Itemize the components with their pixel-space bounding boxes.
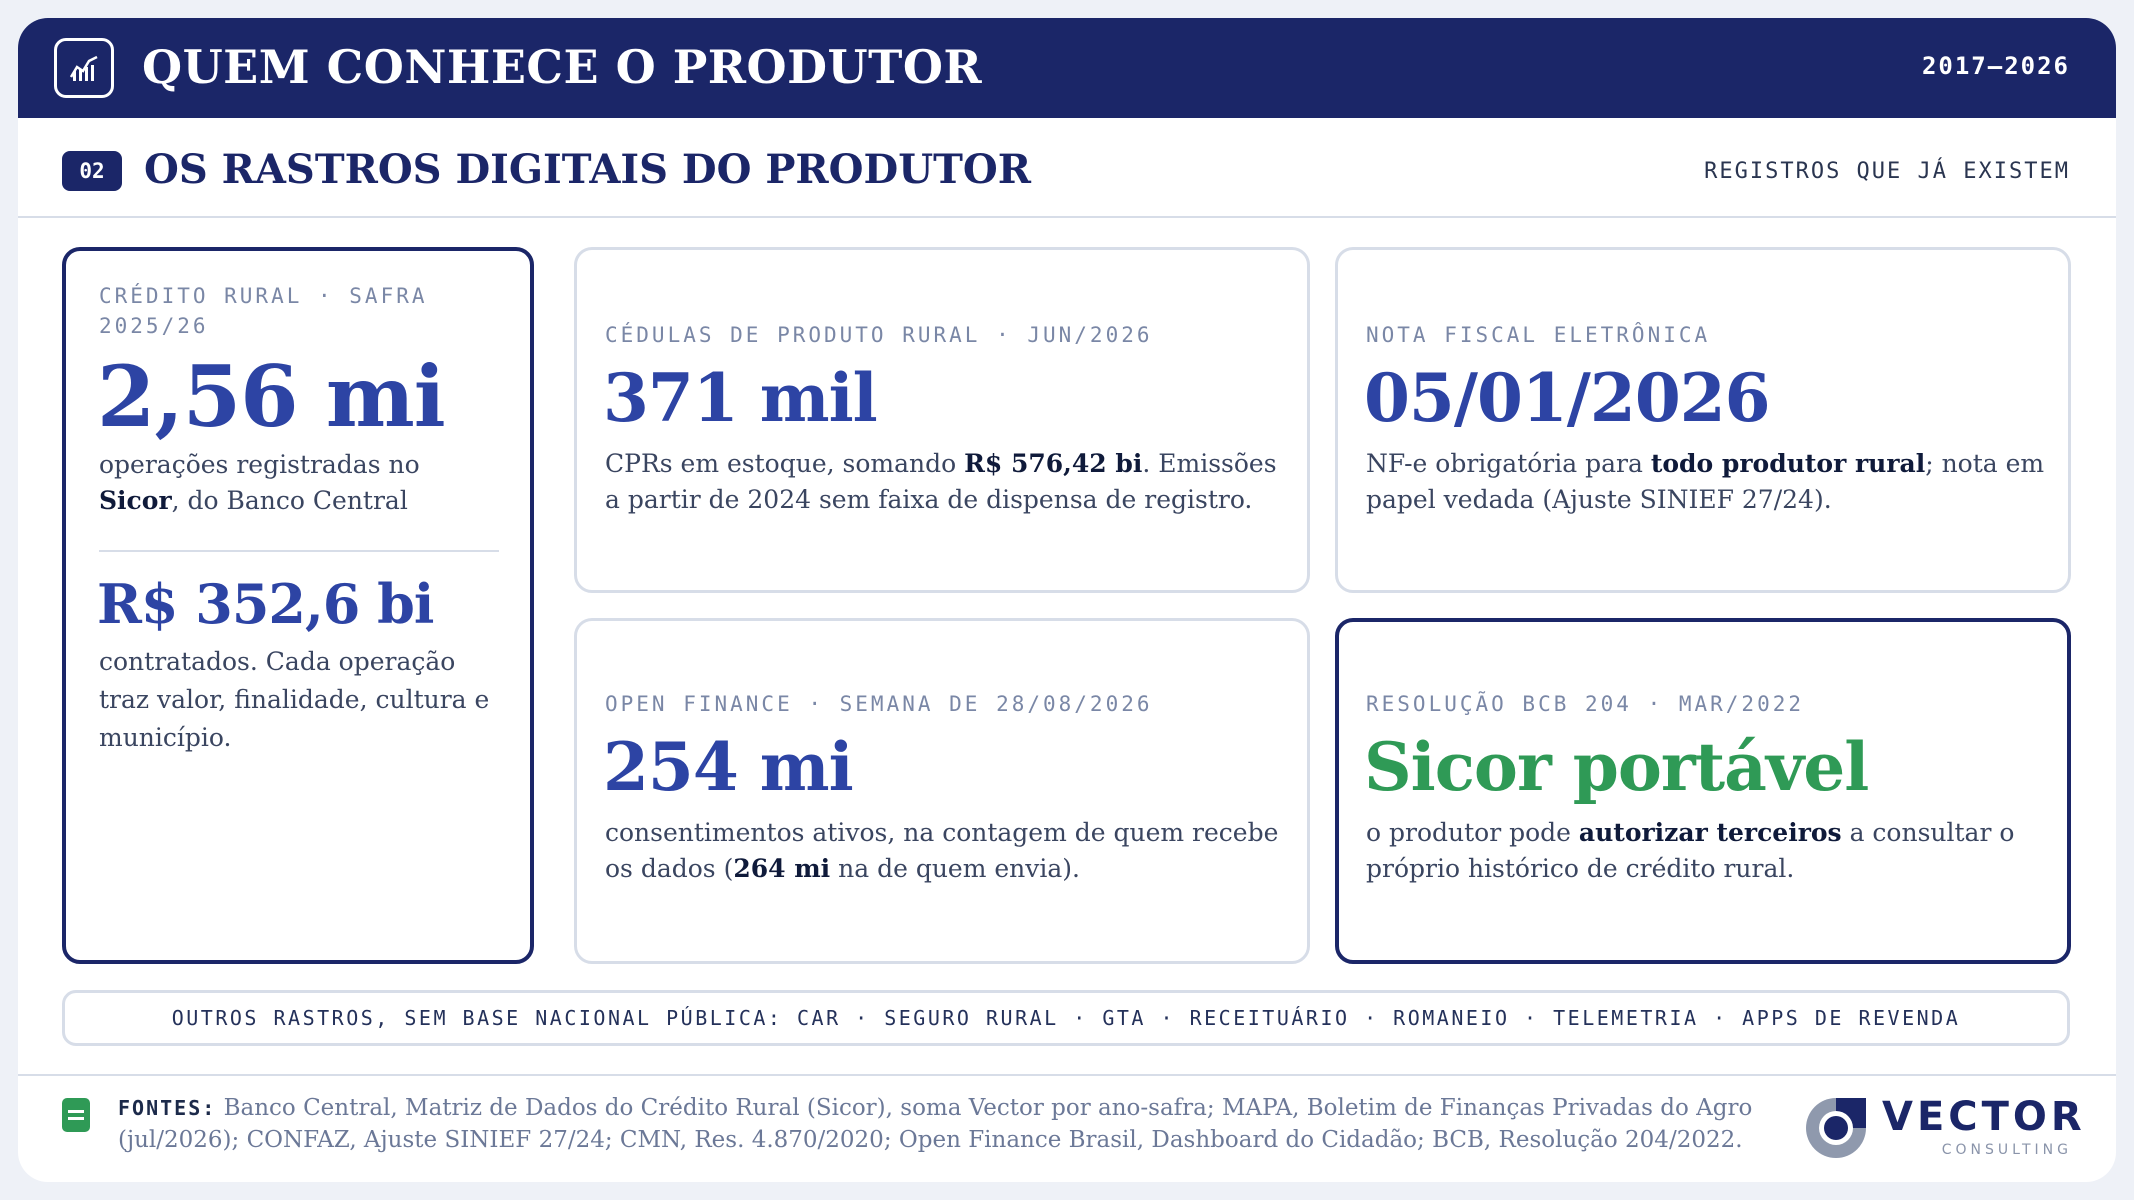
bar-chart-icon	[54, 38, 114, 98]
card-divider	[99, 550, 499, 552]
card-description: NF-e obrigatória para todo produtor rura…	[1366, 449, 2045, 514]
card-description-secondary: contratados. Cada operação traz valor, f…	[99, 647, 490, 752]
card-kicker: NOTA FISCAL ELETRÔNICA	[1366, 323, 1711, 347]
other-traces-strip: OUTROS RASTROS, SEM BASE NACIONAL PÚBLIC…	[62, 990, 2070, 1046]
card-kicker: 2025/26	[99, 314, 209, 338]
sources-text: Banco Central, Matriz de Dados do Crédit…	[118, 1095, 1753, 1153]
card-nfe: NOTA FISCAL ELETRÔNICA 05/01/2026 NF-e o…	[1335, 247, 2071, 593]
card-description: o produtor pode autorizar terceiros a co…	[1366, 818, 2015, 883]
sources-note: FONTES: Banco Central, Matriz de Dados d…	[118, 1092, 1758, 1156]
card-cpr: CÉDULAS DE PRODUTO RURAL · JUN/2026 371 …	[574, 247, 1310, 593]
brand-subtitle: CONSULTING	[1941, 1142, 2072, 1158]
card-kicker: CÉDULAS DE PRODUTO RURAL · JUN/2026	[605, 323, 1153, 347]
card-description: CPRs em estoque, somando R$ 576,42 bi. E…	[605, 449, 1277, 514]
card-credito-rural: CRÉDITO RURAL · SAFRA 2025/26 2,56 mi op…	[62, 247, 534, 964]
section-subtitle: REGISTROS QUE JÁ EXISTEM	[1704, 159, 2070, 184]
divider	[18, 216, 2116, 218]
card-value: Sicor portável	[1364, 728, 1869, 806]
card-description: consentimentos ativos, na contagem de qu…	[605, 818, 1279, 883]
slide-frame: QUEM CONHECE O PRODUTOR 2017–2026 02 OS …	[18, 18, 2116, 1182]
card-kicker: RESOLUÇÃO BCB 204 · MAR/2022	[1366, 692, 1805, 716]
card-description: operações registradas no Sicor, do Banco…	[99, 450, 420, 515]
card-open-finance: OPEN FINANCE · SEMANA DE 28/08/2026 254 …	[574, 618, 1310, 964]
brand-name: VECTOR	[1882, 1094, 2086, 1140]
section-title: OS RASTROS DIGITAIS DO PRODUTOR	[144, 146, 1031, 193]
card-value: 371 mil	[603, 359, 878, 437]
card-value: 254 mi	[603, 728, 854, 806]
card-kicker: OPEN FINANCE · SEMANA DE 28/08/2026	[605, 692, 1153, 716]
card-value: 05/01/2026	[1364, 359, 1771, 437]
card-kicker: CRÉDITO RURAL · SAFRA	[99, 284, 428, 308]
page-title: QUEM CONHECE O PRODUTOR	[142, 40, 983, 94]
section-number-badge: 02	[62, 151, 122, 191]
header-bar: QUEM CONHECE O PRODUTOR 2017–2026	[18, 18, 2116, 118]
year-range: 2017–2026	[1921, 52, 2070, 80]
card-resolucao-bcb: RESOLUÇÃO BCB 204 · MAR/2022 Sicor portá…	[1335, 618, 2071, 964]
vector-logo-icon	[1806, 1098, 1866, 1158]
card-value-secondary: R$ 352,6 bi	[97, 572, 434, 636]
sources-label: FONTES:	[118, 1096, 217, 1120]
divider	[18, 1074, 2116, 1076]
document-icon	[62, 1098, 90, 1132]
card-value: 2,56 mi	[97, 347, 446, 446]
brand-logo: VECTOR CONSULTING	[1802, 1092, 2082, 1162]
